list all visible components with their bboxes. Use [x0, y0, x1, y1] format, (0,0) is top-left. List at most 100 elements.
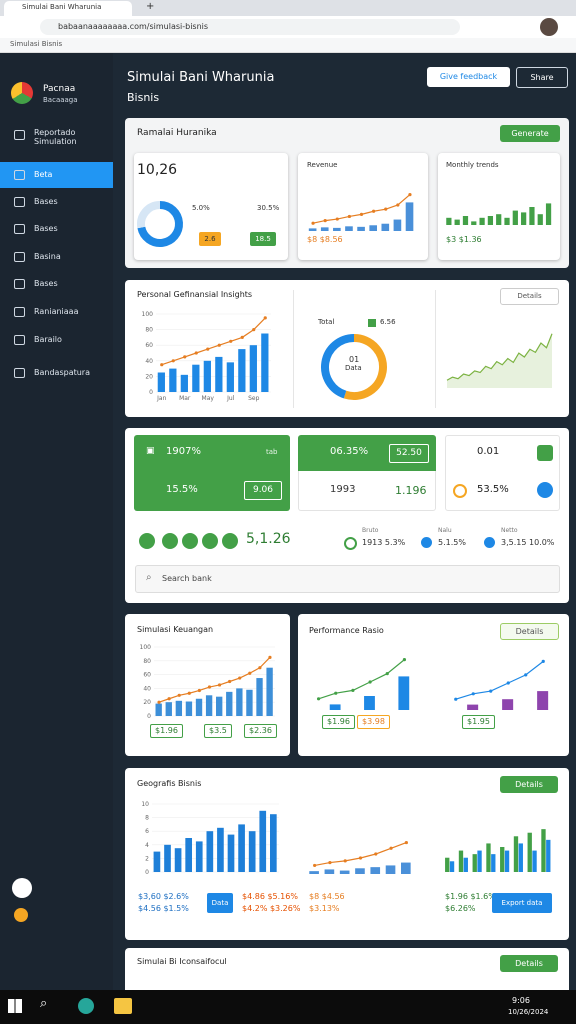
nav-item[interactable]: Bases: [34, 224, 58, 233]
icon: [14, 130, 25, 140]
bar: [545, 203, 552, 225]
panel-title: Simulasi Keuangan: [137, 625, 214, 634]
y-tick-label: 8: [145, 815, 149, 822]
action-icon[interactable]: [139, 533, 155, 549]
bar: [479, 217, 485, 225]
profile[interactable]: [540, 18, 558, 36]
tile-icon: ▣: [146, 446, 155, 456]
bar: [487, 216, 494, 225]
stat-value: 3,5.15 10.0%: [501, 538, 555, 547]
search-box[interactable]: [135, 565, 560, 593]
search-placeholder: Search bank: [162, 574, 212, 583]
action-icon[interactable]: [182, 533, 198, 549]
logo: [11, 82, 33, 104]
brand: Pacnaa: [43, 84, 76, 94]
action-icon[interactable]: [222, 533, 238, 549]
finance-chart: 0 20 40 60 80 100: [140, 644, 275, 718]
ratio-chart: [316, 658, 410, 710]
bar: [449, 861, 455, 872]
bar: [192, 364, 200, 392]
generate-button[interactable]: Generate: [500, 125, 560, 142]
kpi-label: 30.5%: [257, 204, 280, 212]
nav-item[interactable]: Ranianiaaa: [34, 307, 79, 316]
new-tab[interactable]: +: [146, 1, 155, 12]
bar: [174, 848, 182, 872]
action-icon[interactable]: [202, 533, 218, 549]
y-tick-label: 40: [143, 685, 151, 692]
bar: [320, 227, 329, 231]
bar: [502, 699, 514, 710]
details-button[interactable]: Details: [500, 288, 559, 305]
geo-chart: [445, 829, 551, 872]
app-icon[interactable]: [114, 998, 132, 1014]
settings-button[interactable]: [14, 908, 28, 922]
feedback-button[interactable]: Give feedback: [427, 67, 510, 87]
share-button[interactable]: Share: [516, 67, 568, 88]
bar: [357, 226, 365, 231]
data-button[interactable]: Data: [207, 893, 233, 913]
bar: [491, 854, 496, 872]
line-point: [183, 355, 187, 359]
chip: $3.5: [204, 724, 232, 738]
bar: [385, 865, 396, 874]
taskbar: [0, 990, 576, 1024]
panel-title: Personal Gefinansial Insights: [137, 290, 253, 299]
bar: [238, 824, 245, 872]
bar: [169, 368, 177, 392]
bar: [369, 225, 378, 231]
nav-item[interactable]: Reportado Simulation: [34, 128, 77, 146]
nav-item[interactable]: Bases: [34, 197, 58, 206]
nav-item[interactable]: Bandaspatura: [34, 368, 90, 377]
line-point: [389, 846, 393, 850]
line-point: [171, 359, 175, 363]
x-tick-label: Jul: [226, 395, 235, 402]
bar: [157, 372, 165, 392]
app-icon[interactable]: [78, 998, 94, 1014]
bar: [541, 829, 546, 872]
icon: [14, 252, 25, 262]
y-tick-label: 60: [143, 672, 151, 679]
donut-segment: [321, 334, 355, 399]
bar: [521, 212, 527, 225]
tab[interactable]: [4, 1, 132, 16]
line-point: [157, 700, 161, 704]
bookmark[interactable]: Simulasi Bisnis: [10, 40, 63, 48]
line-point: [207, 685, 212, 689]
details-button[interactable]: Details: [500, 776, 558, 793]
bar: [249, 345, 257, 392]
icon: [14, 307, 25, 317]
kpi-chip: 2.6: [199, 232, 221, 246]
tile-value: 1993: [330, 484, 356, 495]
start-button[interactable]: [8, 999, 22, 1013]
bar: [445, 857, 450, 872]
stat-value: 1913 5.3%: [362, 538, 406, 547]
nav-item[interactable]: Beta: [34, 170, 53, 179]
help-button[interactable]: [12, 878, 32, 898]
details-button[interactable]: Details: [500, 623, 559, 640]
nav-item[interactable]: Basina: [34, 252, 61, 261]
stat-icon: [421, 537, 432, 548]
address-bar[interactable]: [40, 19, 460, 35]
nav-item[interactable]: Bases: [34, 279, 58, 288]
kpi-label: 5.0%: [192, 204, 210, 212]
stat-icon: [484, 537, 495, 548]
tile-icon: [537, 445, 553, 461]
kpi-chip: 18.5: [250, 232, 276, 246]
bar: [345, 226, 353, 231]
bar: [486, 843, 491, 872]
chip: $1.96: [322, 715, 355, 729]
bar: [527, 832, 532, 872]
y-tick-label: 20: [143, 699, 151, 706]
nav-item[interactable]: Barailo: [34, 335, 62, 344]
export-button[interactable]: Export data: [492, 893, 552, 913]
details-button[interactable]: Details: [500, 955, 558, 972]
bar: [537, 214, 543, 225]
bar: [261, 333, 269, 392]
line-point: [471, 692, 475, 696]
search-button[interactable]: ⌕: [40, 996, 48, 1011]
line-point: [323, 219, 327, 223]
line-point: [396, 203, 400, 207]
bar: [238, 349, 246, 392]
action-icon[interactable]: [162, 533, 178, 549]
